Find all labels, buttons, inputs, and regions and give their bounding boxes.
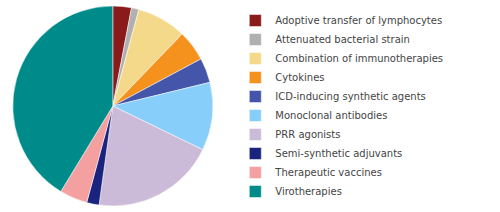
- svg-text:Monoclonal antibodies: Monoclonal antibodies: [275, 110, 387, 121]
- svg-text:Attenuated bacterial strain: Attenuated bacterial strain: [275, 34, 410, 45]
- svg-text:Cytokines: Cytokines: [275, 72, 324, 83]
- svg-text:PRR agonists: PRR agonists: [275, 129, 340, 140]
- svg-text:Semi-synthetic adjuvants: Semi-synthetic adjuvants: [275, 148, 402, 159]
- svg-text:ICD-inducing synthetic agents: ICD-inducing synthetic agents: [275, 91, 426, 102]
- svg-text:Adoptive transfer of lymphocyt: Adoptive transfer of lymphocytes: [275, 15, 442, 26]
- svg-text:Combination of immunotherapies: Combination of immunotherapies: [275, 53, 443, 64]
- svg-text:Virotherapies: Virotherapies: [275, 186, 342, 197]
- svg-text:Therapeutic vaccines: Therapeutic vaccines: [274, 167, 382, 178]
